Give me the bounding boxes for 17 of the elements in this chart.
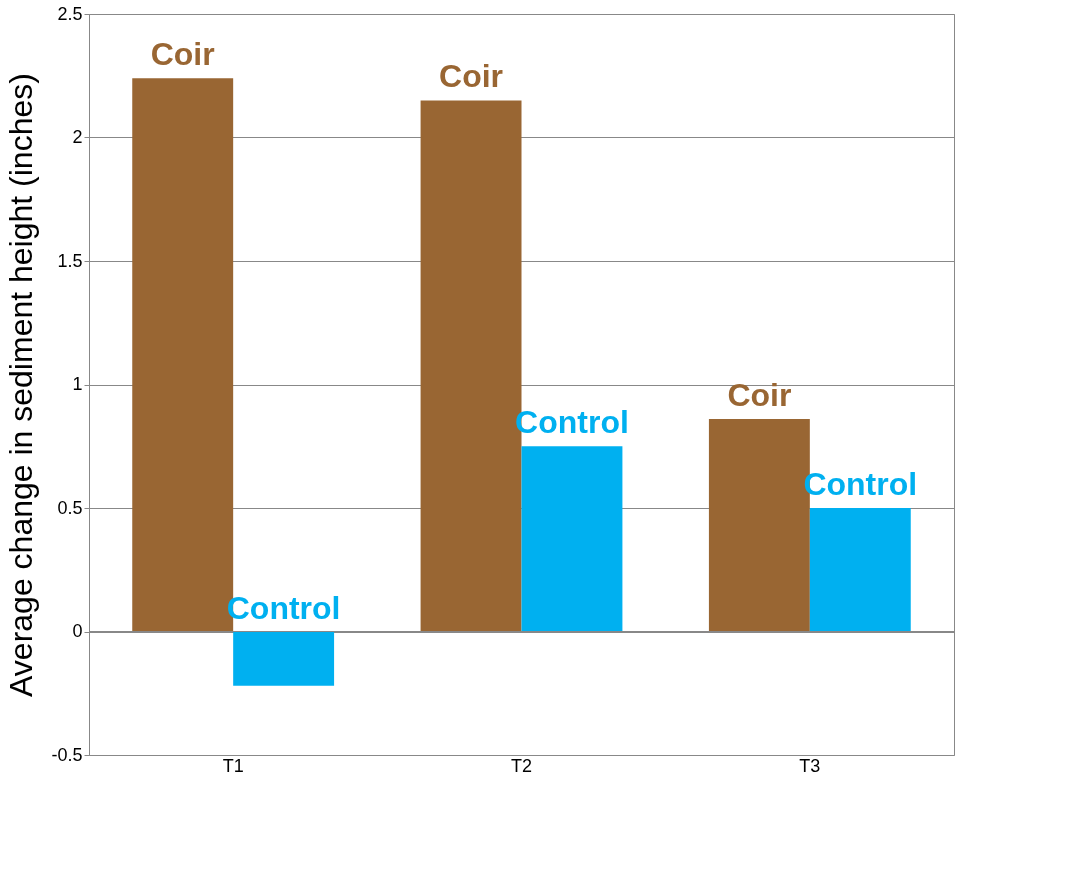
text: Coir bbox=[439, 58, 504, 95]
y-tick-label: 0.5 bbox=[57, 497, 83, 518]
y-tick-label: 0 bbox=[72, 621, 83, 641]
bar bbox=[521, 446, 623, 632]
x-tick-label: T2 bbox=[510, 755, 533, 776]
y-axis-title: Average change in sediment height (inches) bbox=[3, 73, 40, 697]
series-label: Coir bbox=[150, 36, 215, 73]
x-tick-label: T1 bbox=[222, 755, 244, 776]
y-tick-label: -0.5 bbox=[51, 744, 83, 765]
y-tick-label: 2.5 bbox=[57, 3, 83, 24]
y-tick-label: 2 bbox=[72, 127, 83, 147]
x-tick-label: T3 bbox=[799, 755, 821, 776]
y-tick-label: 1 bbox=[72, 374, 83, 394]
text: Coir bbox=[727, 377, 792, 414]
y-tick-label: 1.5 bbox=[57, 250, 83, 271]
bar bbox=[233, 631, 335, 686]
bar bbox=[809, 508, 911, 632]
